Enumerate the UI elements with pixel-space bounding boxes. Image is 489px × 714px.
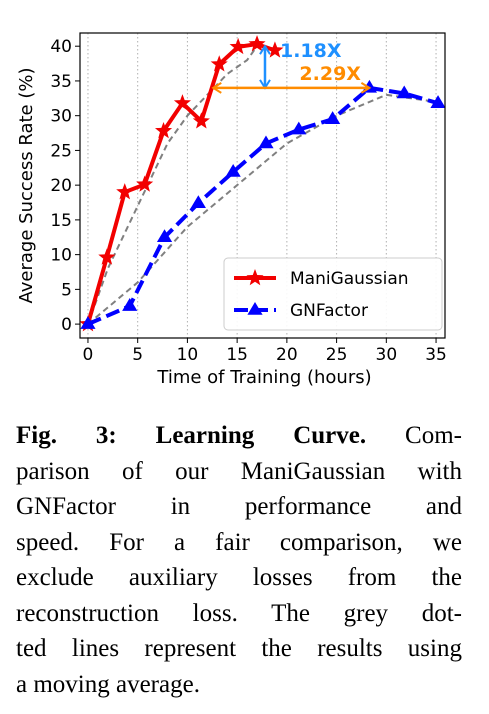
x-tick-label: 25 (326, 345, 348, 365)
caption-text: reconstruction loss. The grey dot- (16, 599, 462, 627)
y-tick-label: 0 (61, 315, 72, 335)
y-tick-label: 10 (50, 246, 72, 266)
x-tick-label: 10 (177, 345, 199, 365)
data-point (98, 248, 116, 265)
caption-text: speed. For a fair comparison, we (16, 528, 462, 556)
x-tick-label: 20 (276, 345, 298, 365)
caption-line: Fig. 3: Learning Curve. Com- (16, 418, 462, 454)
y-tick-label: 15 (50, 211, 72, 231)
y-tick-label: 30 (50, 107, 72, 127)
caption-text: a moving average. (16, 670, 200, 698)
data-point (122, 298, 138, 311)
data-point (430, 95, 446, 108)
y-tick-label: 5 (61, 280, 72, 300)
x-tick-label: 30 (376, 345, 398, 365)
data-point (80, 316, 96, 329)
data-point (116, 183, 134, 200)
caption-text: parison of our ManiGaussian with (16, 457, 462, 485)
moving-average-line (87, 45, 258, 325)
legend-marker (247, 302, 263, 315)
legend-label: ManiGaussian (290, 269, 409, 289)
caption-line: a moving average. (16, 667, 462, 703)
y-tick-label: 40 (50, 37, 72, 57)
data-point (136, 175, 154, 192)
x-tick-label: 35 (425, 345, 447, 365)
data-point (291, 121, 307, 135)
y-tick-label: 20 (50, 176, 72, 196)
x-tick-label: 5 (132, 345, 143, 365)
data-point (210, 55, 228, 72)
data-point (325, 111, 341, 124)
data-point (229, 37, 247, 55)
caption-text: GNFactor in performance and (16, 493, 462, 520)
chart: 0 5 10 15 20 25 30 35 0 5 10 15 20 25 30 35 40 Time of Tr… (16, 32, 447, 388)
caption-line: exclude auxiliary losses from the (16, 560, 462, 596)
x-tick-label: 15 (226, 345, 248, 365)
data-point (190, 195, 206, 209)
y-axis-label: Average Success Rate (%) (16, 68, 37, 304)
x-tick-label: 0 (83, 345, 94, 365)
data-point (396, 85, 412, 99)
caption-line: reconstruction loss. The grey dot- (16, 596, 462, 632)
legend-marker (246, 269, 264, 286)
moving-average-line (87, 93, 437, 325)
data-point (266, 41, 284, 58)
annotation-text: 2.29X (299, 63, 361, 85)
data-point (248, 35, 266, 52)
plot-frame (79, 32, 446, 339)
data-point (156, 229, 173, 243)
caption-line: ted lines represent the results using (16, 631, 462, 667)
legend-label: GNFactor (290, 301, 368, 321)
caption-text: exclude auxiliary losses from the (16, 564, 462, 591)
caption-text: ted lines represent the results using (16, 635, 462, 662)
caption: Fig. 3: Learning Curve. Com-parison of o… (16, 418, 462, 702)
data-point (154, 121, 173, 139)
legend-box (223, 257, 443, 331)
data-point (173, 94, 191, 111)
caption-text: Com- (405, 422, 462, 449)
data-point (225, 163, 241, 177)
y-tick-label: 35 (50, 72, 72, 92)
arrow-head (211, 82, 372, 94)
caption-line: speed. For a fair comparison, we (16, 525, 462, 561)
x-axis-label: Time of Training (hours) (156, 367, 371, 388)
caption-label: Fig. 3: Learning Curve. (16, 422, 367, 449)
caption-line: parison of our ManiGaussian with (16, 454, 462, 490)
annotation-text: 1.18X (280, 40, 342, 62)
y-tick-label: 25 (50, 141, 72, 161)
data-point (192, 112, 210, 129)
data-point (258, 135, 274, 149)
caption-line: GNFactor in performance and (16, 489, 462, 525)
